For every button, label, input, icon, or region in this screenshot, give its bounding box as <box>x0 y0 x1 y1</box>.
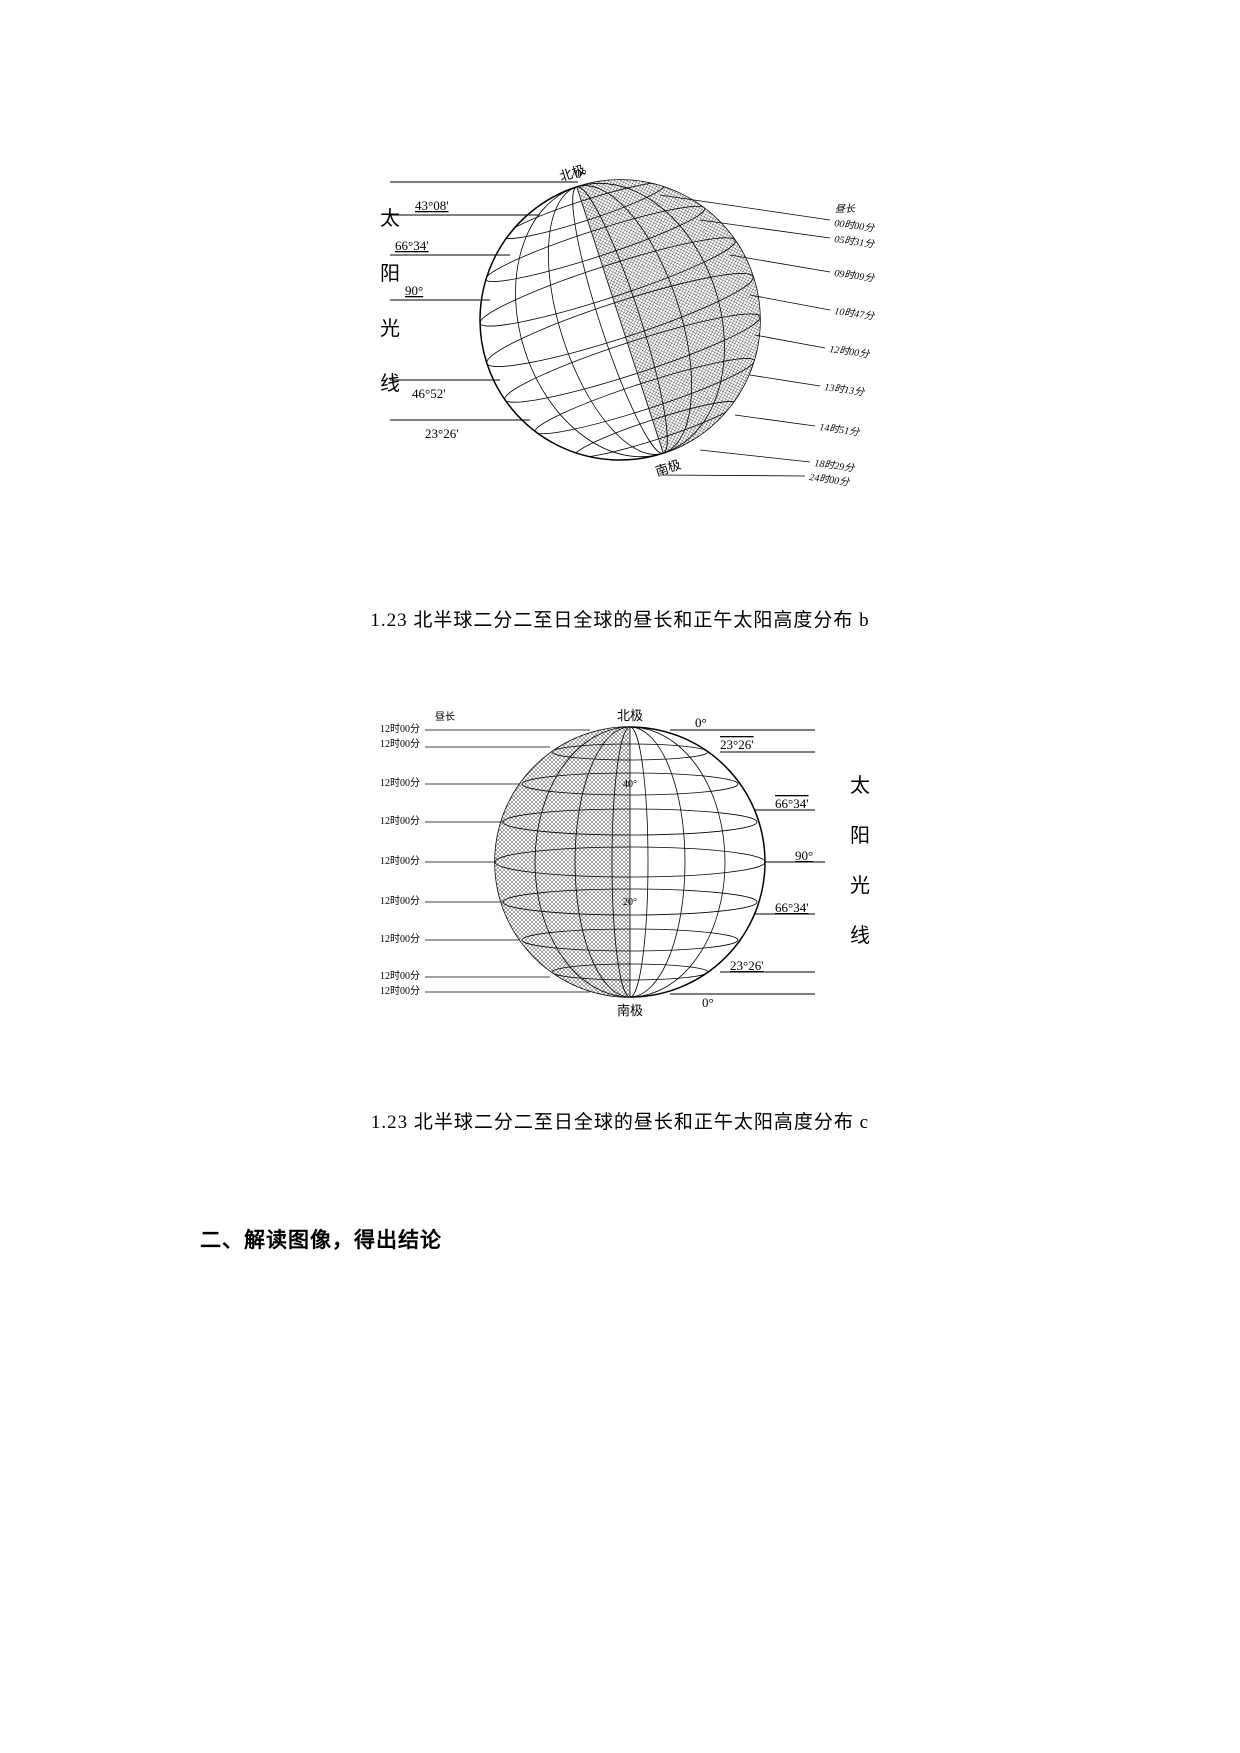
sun-label2-4: 线 <box>850 924 870 947</box>
angle-label-5: 23°26' <box>425 426 459 441</box>
daylength-6: 14时51分 <box>819 421 861 439</box>
section-2-heading: 二、解读图像，得出结论 <box>200 1224 1040 1254</box>
daylength-3: 10时47分 <box>834 305 876 323</box>
daylength2-8: 12时00分 <box>380 985 420 997</box>
angle2-0: 0° <box>695 715 707 730</box>
globe-diagram-c: 北极 南极 0° 23°26' 66°34' 90° 66°34' 23°2 <box>350 692 890 1032</box>
figure-2-diagram: 北极 南极 0° 23°26' 66°34' 90° 66°34' 23°2 <box>350 692 890 1037</box>
daylength2-6: 12时00分 <box>380 933 420 945</box>
angle-label-4: 46°52' <box>412 386 446 401</box>
daylength2-5: 12时00分 <box>380 895 420 907</box>
daylength2-1: 12时00分 <box>380 738 420 750</box>
angle-label-1: 43°08' <box>415 198 449 213</box>
angle2-5: 23°26' <box>730 958 764 973</box>
sun-label-2: 阳 <box>380 262 400 285</box>
daylength2-3: 12时00分 <box>380 815 420 827</box>
daylength-7: 18时29分 <box>814 457 856 475</box>
daylength-1: 05时31分 <box>834 233 876 251</box>
figure-2-block: 北极 南极 0° 23°26' 66°34' 90° 66°34' 23°2 <box>200 692 1040 1134</box>
angle2-1: 23°26' <box>720 737 754 752</box>
lat-40n: 40° <box>623 779 637 790</box>
daylength-8: 24时00分 <box>809 471 851 489</box>
angle2-3: 90° <box>795 848 813 863</box>
daylength-0: 00时00分 <box>834 217 876 235</box>
figure-1-caption: 1.23 北半球二分二至日全球的昼长和正午太阳高度分布 b <box>370 605 869 632</box>
angle2-6: 0° <box>702 995 714 1010</box>
north-pole-label-2: 北极 <box>617 708 643 723</box>
angle2-2: 66°34' <box>775 796 809 811</box>
sun-label2-2: 阳 <box>850 824 870 847</box>
sun-label-4: 线 <box>380 372 400 395</box>
daylength-header: 昼长 <box>835 203 856 215</box>
daylength-2: 09时09分 <box>834 267 876 285</box>
angle-label-0: 0° <box>575 166 587 181</box>
figure-1-diagram: 北极 南极 0° 43°08' 66°34' 90° 46°52' 23°2 <box>360 120 880 525</box>
sun-label2-3: 光 <box>850 874 870 897</box>
lat-20s: 20° <box>623 897 637 908</box>
daylength2-2: 12时00分 <box>380 777 420 789</box>
figure-2-caption: 1.23 北半球二分二至日全球的昼长和正午太阳高度分布 c <box>371 1107 869 1134</box>
daylength-5: 13时13分 <box>824 381 866 399</box>
sun-label-1: 太 <box>380 207 400 230</box>
daylength-4: 12时00分 <box>829 343 871 361</box>
angle2-4: 66°34' <box>775 900 809 915</box>
south-pole-label-2: 南极 <box>617 1003 643 1018</box>
south-pole-label: 南极 <box>653 457 682 479</box>
sun-label-3: 光 <box>380 317 400 340</box>
angle-label-2: 66°34' <box>395 238 429 253</box>
daylength2-0: 12时00分 <box>380 723 420 735</box>
figure-1-block: 北极 南极 0° 43°08' 66°34' 90° 46°52' 23°2 <box>200 120 1040 632</box>
globe-diagram-b: 北极 南极 0° 43°08' 66°34' 90° 46°52' 23°2 <box>360 120 880 520</box>
daylength2-header: 昼长 <box>435 711 455 723</box>
daylength2-4: 12时00分 <box>380 855 420 867</box>
page-container: 北极 南极 0° 43°08' 66°34' 90° 46°52' 23°2 <box>0 0 1240 1334</box>
daylength2-7: 12时00分 <box>380 970 420 982</box>
sun-label2-1: 太 <box>850 774 870 797</box>
angle-label-3: 90° <box>405 283 423 298</box>
